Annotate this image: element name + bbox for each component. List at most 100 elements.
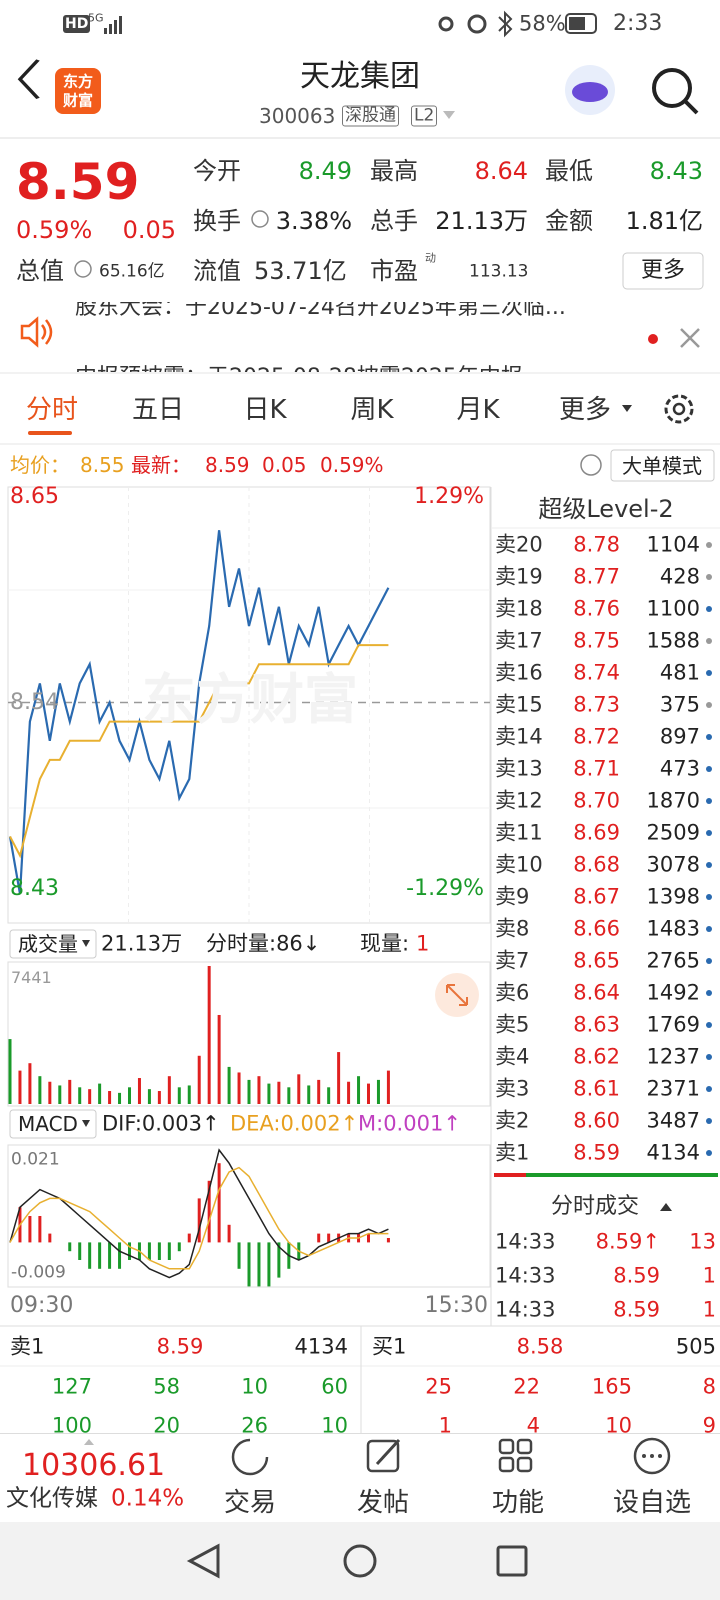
tab[interactable]: 分时 [25,395,79,425]
ask-volume: 3078 [646,852,700,877]
ask-volume: 1769 [646,1012,700,1037]
book-title: 超级Level-2 [538,495,674,523]
field-label: 总值 [16,257,64,285]
depth-number: 8 [702,1374,716,1399]
volume-bar [58,1085,62,1104]
ask-price: 8.64 [573,980,620,1005]
ask-label: 卖2 [495,1108,530,1133]
ask-dot [706,862,712,868]
tab-indicator [28,431,72,435]
mode-button-label[interactable]: 大单模式 [622,454,702,478]
macd-bar [128,1242,131,1260]
volume-bar [257,1076,261,1104]
ask-volume: 473 [659,756,700,781]
field-value: 8.64 [474,157,528,185]
depth-number: 1 [438,1413,452,1438]
sector-pct: 0.14% [111,1485,185,1512]
volume-bar [297,1074,301,1104]
avg-line [9,644,389,859]
macd-bar [88,1242,92,1269]
battery [565,13,597,34]
speaker-icon [20,316,53,348]
tab[interactable]: 更多 [558,395,612,425]
macd-bar [227,1224,231,1243]
tab[interactable]: 周K [350,395,394,425]
sys-back[interactable] [186,1543,220,1579]
ask-label: 卖18 [495,596,543,621]
close-icon[interactable] [680,328,700,348]
settings-icon[interactable] [664,394,694,424]
nav-item[interactable]: 设自选 [612,1488,692,1518]
signal-bar [104,28,107,34]
ask-label: 卖7 [495,948,530,973]
volume-bar [8,1039,12,1104]
more-button[interactable] [622,252,704,290]
ask-label: 卖11 [495,820,543,845]
y-max-pct: 1.29% [414,484,484,509]
volume-bar [48,1081,52,1104]
volume-bar [177,1087,181,1104]
ask-price: 8.72 [573,724,620,749]
logo [55,68,101,114]
volume-bar [327,1087,331,1104]
function-icon [516,1438,533,1455]
post-icon [366,1439,400,1473]
tab[interactable]: 五日 [131,395,185,425]
ask-volume: 1483 [646,916,700,941]
ask-price: 8.77 [573,564,620,589]
volume-bar [376,1079,380,1104]
trade-volume: 1 [702,1263,716,1288]
nav-item[interactable]: 功能 [491,1488,545,1518]
ask-label: 卖6 [495,980,530,1005]
field-value: 53.71亿 [254,257,347,285]
trade-volume: 1 [702,1297,716,1322]
ask-label: 卖15 [495,692,543,717]
field-value: 3.38% [275,207,352,235]
field-label: 流值 [193,257,241,285]
alert-dot [648,334,658,344]
volume-bar [18,1070,22,1104]
back-button[interactable] [17,59,40,99]
volume-selector[interactable]: 成交量 [18,932,78,956]
depth-price: 8.58 [516,1334,564,1359]
tab[interactable]: 日K [243,395,287,425]
macd-selector[interactable]: MACD [18,1112,78,1136]
x-label: 15:30 [424,1293,488,1318]
volume-bar [88,1089,92,1104]
nav-item[interactable]: 发帖 [356,1488,410,1518]
macd-bar [147,1242,151,1260]
selector-box[interactable] [9,929,97,959]
volume-bar [68,1079,72,1104]
ask-volume: 481 [659,660,700,685]
ask-price: 8.67 [573,884,620,909]
selector-box[interactable] [9,1109,97,1139]
depth-volume: 505 [675,1334,716,1359]
news-ticker[interactable]: 股东大会：于2025-07-24召开2025年第三次临... 中报预披露：于202… [0,302,720,372]
volume-bar [78,1087,82,1104]
nav-item[interactable]: 交易 [223,1488,277,1518]
clock: 2:33 [613,11,663,36]
help-icon [580,454,602,476]
signal-bar [119,16,122,34]
change: 0.05 [122,216,176,244]
more-button-label[interactable]: 更多 [640,258,686,283]
tab[interactable]: 月K [456,395,500,425]
ask-price: 8.75 [573,628,620,653]
tag: 深股通 [342,105,399,127]
network: 5G [88,11,104,25]
search-icon[interactable] [652,68,692,108]
ask-volume: 1237 [646,1044,700,1069]
trade-price: 8.59 [613,1297,660,1322]
depth-number: 22 [513,1374,540,1399]
trade-time: 14:33 [495,1229,556,1254]
mode-button[interactable] [610,449,715,482]
field-label: 金额 [545,207,593,235]
volume-bar [247,1079,251,1104]
sys-home [343,1544,377,1578]
ask-label: 卖20 [495,532,543,557]
info-value: 均价： [10,453,70,477]
ask-dot [706,1022,712,1028]
volume-bar [157,1091,161,1104]
volume-bar [187,1085,191,1104]
